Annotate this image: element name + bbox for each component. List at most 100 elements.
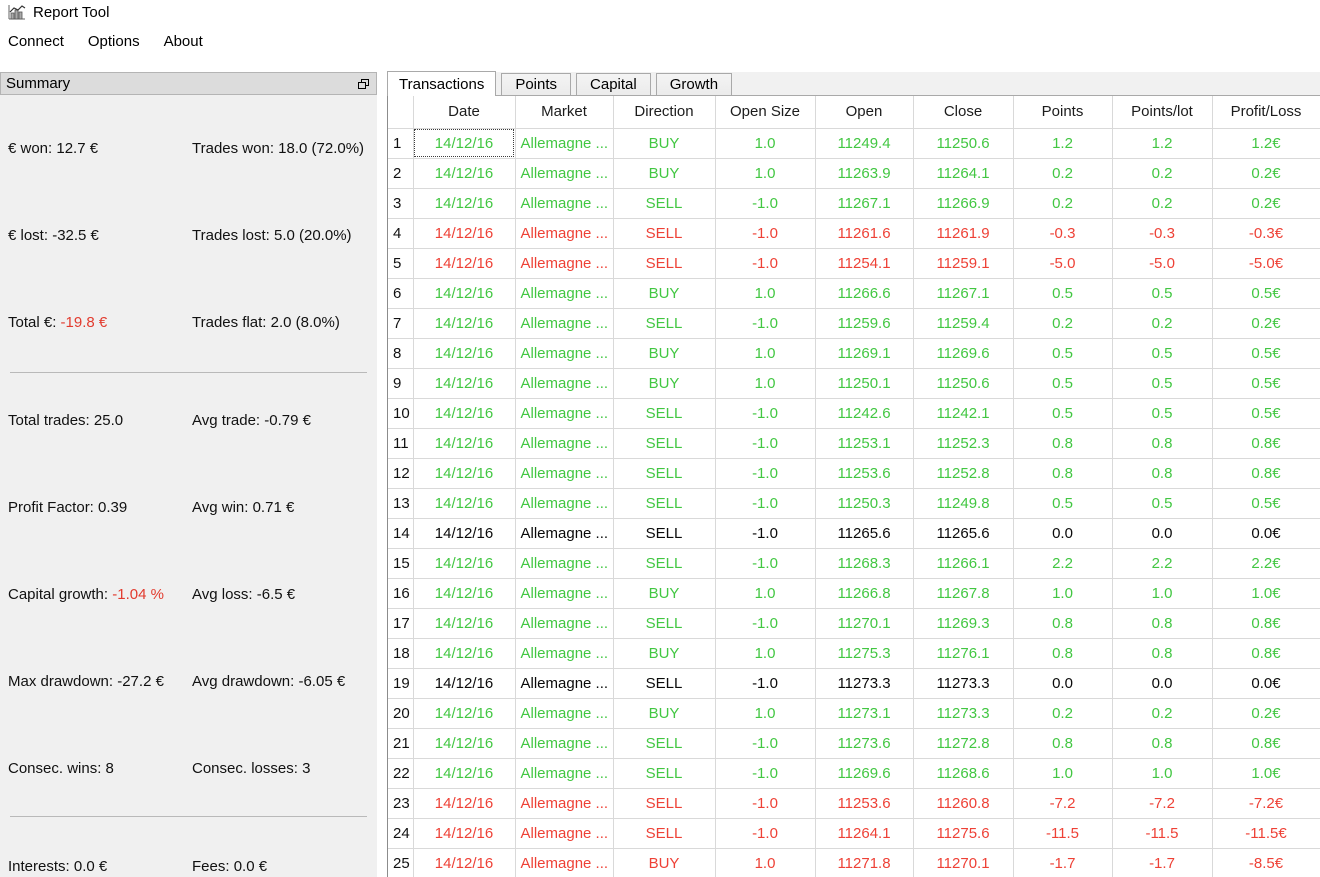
direction-cell[interactable]: BUY bbox=[613, 338, 716, 369]
points-cell[interactable]: -7.2 bbox=[1013, 788, 1113, 819]
open-size-cell[interactable]: 1.0 bbox=[715, 158, 816, 189]
open-cell[interactable]: 11263.9 bbox=[815, 158, 914, 189]
open-cell[interactable]: 11267.1 bbox=[815, 188, 914, 219]
date-cell[interactable]: 14/12/16 bbox=[413, 278, 516, 309]
market-cell[interactable]: Allemagne ... bbox=[515, 458, 614, 489]
tab-points[interactable]: Points bbox=[501, 73, 572, 95]
date-cell[interactable]: 14/12/16 bbox=[413, 338, 516, 369]
points-lot-cell[interactable]: 0.2 bbox=[1112, 188, 1213, 219]
open-cell[interactable]: 11268.3 bbox=[815, 548, 914, 579]
row-number-cell[interactable]: 18 bbox=[388, 638, 414, 669]
date-cell[interactable]: 14/12/16 bbox=[413, 728, 516, 759]
close-cell[interactable]: 11272.8 bbox=[913, 728, 1014, 759]
profit-loss-cell[interactable]: -8.5€ bbox=[1212, 848, 1320, 877]
market-cell[interactable]: Allemagne ... bbox=[515, 308, 614, 339]
market-cell[interactable]: Allemagne ... bbox=[515, 578, 614, 609]
open-size-cell[interactable]: -1.0 bbox=[715, 488, 816, 519]
points-cell[interactable]: 0.0 bbox=[1013, 668, 1113, 699]
points-lot-cell[interactable]: 0.5 bbox=[1112, 338, 1213, 369]
profit-loss-cell[interactable]: -5.0€ bbox=[1212, 248, 1320, 279]
open-cell[interactable]: 11253.1 bbox=[815, 428, 914, 459]
direction-cell[interactable]: BUY bbox=[613, 128, 716, 159]
points-cell[interactable]: 0.2 bbox=[1013, 308, 1113, 339]
direction-cell[interactable]: BUY bbox=[613, 278, 716, 309]
row-number-cell[interactable]: 1 bbox=[388, 128, 414, 159]
direction-cell[interactable]: SELL bbox=[613, 758, 716, 789]
open-cell[interactable]: 11253.6 bbox=[815, 458, 914, 489]
open-cell[interactable]: 11273.6 bbox=[815, 728, 914, 759]
profit-loss-cell[interactable]: 2.2€ bbox=[1212, 548, 1320, 579]
direction-cell[interactable]: SELL bbox=[613, 488, 716, 519]
header-profit-loss[interactable]: Profit/Loss bbox=[1212, 96, 1320, 129]
open-cell[interactable]: 11266.8 bbox=[815, 578, 914, 609]
row-number-cell[interactable]: 16 bbox=[388, 578, 414, 609]
open-size-cell[interactable]: -1.0 bbox=[715, 818, 816, 849]
close-cell[interactable]: 11250.6 bbox=[913, 128, 1014, 159]
points-cell[interactable]: 0.8 bbox=[1013, 638, 1113, 669]
date-cell[interactable]: 14/12/16 bbox=[413, 518, 516, 549]
open-size-cell[interactable]: -1.0 bbox=[715, 548, 816, 579]
points-lot-cell[interactable]: 1.2 bbox=[1112, 128, 1213, 159]
direction-cell[interactable]: BUY bbox=[613, 368, 716, 399]
points-lot-cell[interactable]: 0.5 bbox=[1112, 398, 1213, 429]
points-cell[interactable]: 1.0 bbox=[1013, 758, 1113, 789]
points-cell[interactable]: 0.5 bbox=[1013, 338, 1113, 369]
close-cell[interactable]: 11276.1 bbox=[913, 638, 1014, 669]
open-cell[interactable]: 11254.1 bbox=[815, 248, 914, 279]
open-size-cell[interactable]: -1.0 bbox=[715, 518, 816, 549]
open-cell[interactable]: 11273.1 bbox=[815, 698, 914, 729]
open-size-cell[interactable]: 1.0 bbox=[715, 578, 816, 609]
row-number-cell[interactable]: 8 bbox=[388, 338, 414, 369]
row-number-cell[interactable]: 11 bbox=[388, 428, 414, 459]
open-cell[interactable]: 11269.1 bbox=[815, 338, 914, 369]
row-number-cell[interactable]: 6 bbox=[388, 278, 414, 309]
close-cell[interactable]: 11269.3 bbox=[913, 608, 1014, 639]
row-number-cell[interactable]: 24 bbox=[388, 818, 414, 849]
profit-loss-cell[interactable]: 0.5€ bbox=[1212, 278, 1320, 309]
points-lot-cell[interactable]: 0.8 bbox=[1112, 728, 1213, 759]
open-size-cell[interactable]: -1.0 bbox=[715, 218, 816, 249]
direction-cell[interactable]: BUY bbox=[613, 578, 716, 609]
profit-loss-cell[interactable]: 0.8€ bbox=[1212, 728, 1320, 759]
open-cell[interactable]: 11271.8 bbox=[815, 848, 914, 877]
date-cell[interactable]: 14/12/16 bbox=[413, 848, 516, 877]
date-cell[interactable]: 14/12/16 bbox=[413, 458, 516, 489]
open-cell[interactable]: 11265.6 bbox=[815, 518, 914, 549]
close-cell[interactable]: 11275.6 bbox=[913, 818, 1014, 849]
points-cell[interactable]: 0.8 bbox=[1013, 458, 1113, 489]
header-market[interactable]: Market bbox=[515, 96, 614, 129]
profit-loss-cell[interactable]: 0.2€ bbox=[1212, 158, 1320, 189]
direction-cell[interactable]: SELL bbox=[613, 188, 716, 219]
profit-loss-cell[interactable]: 1.0€ bbox=[1212, 578, 1320, 609]
points-lot-cell[interactable]: -1.7 bbox=[1112, 848, 1213, 877]
float-window-button[interactable] bbox=[356, 77, 371, 91]
row-number-cell[interactable]: 19 bbox=[388, 668, 414, 699]
points-lot-cell[interactable]: 0.5 bbox=[1112, 488, 1213, 519]
market-cell[interactable]: Allemagne ... bbox=[515, 368, 614, 399]
profit-loss-cell[interactable]: 0.2€ bbox=[1212, 698, 1320, 729]
open-size-cell[interactable]: -1.0 bbox=[715, 788, 816, 819]
market-cell[interactable]: Allemagne ... bbox=[515, 518, 614, 549]
close-cell[interactable]: 11267.1 bbox=[913, 278, 1014, 309]
market-cell[interactable]: Allemagne ... bbox=[515, 158, 614, 189]
date-cell[interactable]: 14/12/16 bbox=[413, 698, 516, 729]
open-size-cell[interactable]: 1.0 bbox=[715, 278, 816, 309]
open-size-cell[interactable]: -1.0 bbox=[715, 728, 816, 759]
points-lot-cell[interactable]: 0.5 bbox=[1112, 368, 1213, 399]
close-cell[interactable]: 11273.3 bbox=[913, 698, 1014, 729]
points-lot-cell[interactable]: 2.2 bbox=[1112, 548, 1213, 579]
points-cell[interactable]: -11.5 bbox=[1013, 818, 1113, 849]
points-cell[interactable]: 0.5 bbox=[1013, 368, 1113, 399]
points-lot-cell[interactable]: 1.0 bbox=[1112, 758, 1213, 789]
close-cell[interactable]: 11259.4 bbox=[913, 308, 1014, 339]
date-cell[interactable]: 14/12/16 bbox=[413, 788, 516, 819]
row-number-cell[interactable]: 7 bbox=[388, 308, 414, 339]
row-number-cell[interactable]: 2 bbox=[388, 158, 414, 189]
date-cell[interactable]: 14/12/16 bbox=[413, 578, 516, 609]
profit-loss-cell[interactable]: 0.0€ bbox=[1212, 518, 1320, 549]
points-cell[interactable]: 0.8 bbox=[1013, 428, 1113, 459]
points-cell[interactable]: 2.2 bbox=[1013, 548, 1113, 579]
direction-cell[interactable]: SELL bbox=[613, 458, 716, 489]
direction-cell[interactable]: SELL bbox=[613, 548, 716, 579]
points-cell[interactable]: 0.2 bbox=[1013, 698, 1113, 729]
